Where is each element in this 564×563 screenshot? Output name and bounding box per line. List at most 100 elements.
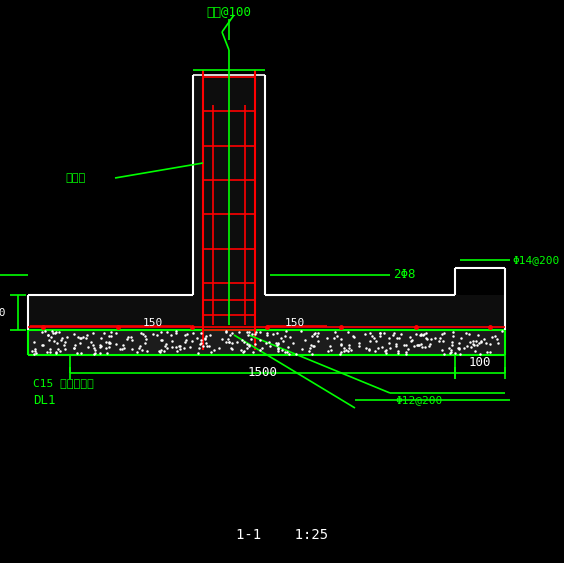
Point <box>477 338 486 347</box>
Point <box>174 341 183 350</box>
Point <box>90 349 99 358</box>
Point <box>206 331 215 340</box>
Point <box>38 341 47 350</box>
Point <box>29 350 38 359</box>
Point <box>455 345 464 354</box>
Point <box>73 333 82 342</box>
Point <box>374 344 383 353</box>
Point <box>461 329 470 338</box>
Point <box>417 330 426 339</box>
Point <box>393 346 402 355</box>
Point <box>226 331 235 340</box>
Point <box>89 341 98 350</box>
Point <box>272 329 281 338</box>
Point <box>444 344 453 353</box>
Text: DL1: DL1 <box>33 394 55 406</box>
Point <box>421 333 430 342</box>
Point <box>202 339 211 348</box>
Point <box>450 348 459 358</box>
Point <box>193 333 202 342</box>
Point <box>354 342 363 351</box>
Point <box>487 333 496 342</box>
Point <box>42 348 51 357</box>
Point <box>333 332 342 341</box>
Bar <box>28 330 505 355</box>
Point <box>100 328 109 337</box>
Point <box>418 342 427 351</box>
Point <box>409 342 418 351</box>
Point <box>51 328 60 337</box>
Point <box>336 339 345 348</box>
Point <box>281 327 290 336</box>
Text: C15 混凝土幕层: C15 混凝土幕层 <box>33 378 94 388</box>
Point <box>136 329 145 338</box>
Point <box>475 349 484 358</box>
Point <box>127 344 136 353</box>
Text: 柱钒筋: 柱钒筋 <box>65 173 85 183</box>
Point <box>47 327 56 336</box>
Point <box>416 339 425 348</box>
Point <box>96 340 105 349</box>
Point <box>280 347 289 356</box>
Point <box>436 333 445 342</box>
Point <box>69 343 78 352</box>
Text: 150: 150 <box>143 318 163 328</box>
Point <box>244 340 253 349</box>
Point <box>465 329 474 338</box>
Point <box>102 343 111 352</box>
Point <box>222 328 231 337</box>
Point <box>210 345 219 354</box>
Point <box>447 341 456 350</box>
Point <box>414 340 423 349</box>
Point <box>448 331 457 340</box>
Point <box>340 347 349 356</box>
Point <box>140 332 149 341</box>
Point <box>73 348 82 357</box>
Point <box>225 338 234 347</box>
Point <box>157 328 166 337</box>
Text: Φ14@200: Φ14@200 <box>512 255 559 265</box>
Point <box>412 341 421 350</box>
Point <box>240 338 249 347</box>
Point <box>407 336 416 345</box>
Point <box>142 335 151 344</box>
Point <box>91 348 100 358</box>
Point <box>89 343 98 352</box>
Point <box>437 346 446 355</box>
Point <box>377 343 386 352</box>
Point <box>434 336 443 345</box>
Point <box>494 338 503 347</box>
Point <box>362 343 371 352</box>
Point <box>51 328 60 337</box>
Point <box>255 345 265 354</box>
Point <box>87 338 96 347</box>
Point <box>343 327 352 336</box>
Point <box>83 342 92 351</box>
Point <box>55 347 64 356</box>
Point <box>371 346 380 355</box>
Point <box>104 332 113 341</box>
Point <box>472 341 481 350</box>
Point <box>274 345 283 354</box>
Point <box>120 343 129 352</box>
Point <box>479 334 488 343</box>
Point <box>245 328 254 337</box>
Point <box>343 347 352 356</box>
Point <box>285 333 294 342</box>
Point <box>181 338 190 347</box>
Point <box>477 337 486 346</box>
Point <box>168 342 177 351</box>
Point <box>103 348 112 357</box>
Point <box>112 339 121 348</box>
Bar <box>28 295 505 330</box>
Point <box>474 339 483 348</box>
Point <box>411 329 420 338</box>
Point <box>106 328 115 337</box>
Point <box>30 344 39 353</box>
Point <box>327 346 336 355</box>
Point <box>76 333 85 342</box>
Point <box>60 337 69 346</box>
Point <box>255 328 265 337</box>
Point <box>54 345 63 354</box>
Point <box>276 333 285 342</box>
